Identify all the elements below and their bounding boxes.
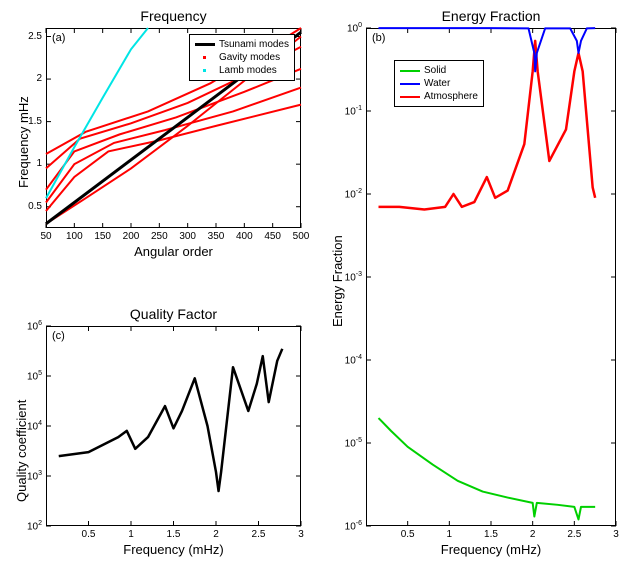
panel-c-ytick: 106	[27, 320, 42, 332]
panel-a-xtick: 400	[234, 231, 254, 242]
panel-b-ytick: 10-2	[345, 188, 362, 200]
panel-b-ytick: 10-6	[345, 520, 362, 532]
legend-label: Tsunami modes	[219, 38, 289, 51]
panel-c-xtick: 2	[206, 529, 226, 540]
legend-row-atmosphere: Atmosphere	[400, 90, 478, 103]
panel-a-xtick: 100	[64, 231, 84, 242]
legend-label: Gavity modes	[219, 51, 280, 64]
panel-c-ytick: 104	[27, 420, 42, 432]
panel-c-xtick: 1	[121, 529, 141, 540]
panel-a-xtick: 300	[178, 231, 198, 242]
panel-a-ytick: 1	[36, 158, 42, 169]
panel-a-ylabel: Frequency mHz	[16, 96, 31, 188]
legend-row-tsunami: Tsunami modes	[195, 38, 289, 51]
panel-a-legend: Tsunami modesGavity modesLamb modes	[189, 34, 295, 81]
panel-a-xtick: 350	[206, 231, 226, 242]
panel-c-xtick: 0.5	[79, 529, 99, 540]
panel-a-frequency: Frequency(a)0.511.522.550100150200250300…	[46, 28, 301, 228]
panel-c-title: Quality Factor	[46, 306, 301, 322]
legend-label: Solid	[424, 64, 446, 77]
panel-b-xtick: 2.5	[564, 529, 584, 540]
panel-a-xtick: 250	[149, 231, 169, 242]
panel-c-xtick: 2.5	[249, 529, 269, 540]
legend-label: Lamb modes	[219, 64, 277, 77]
panel-a-ytick: 2.5	[28, 31, 42, 42]
panel-b-ylabel: Energy Fraction	[330, 235, 345, 327]
panel-a-xtick: 150	[93, 231, 113, 242]
panel-b-xtick: 2	[523, 529, 543, 540]
panel-b-xtick: 0.5	[398, 529, 418, 540]
legend-dot	[195, 69, 215, 72]
panel-b-ytick: 10-4	[345, 354, 362, 366]
panel-a-title: Frequency	[46, 8, 301, 24]
panel-a-xtick: 50	[36, 231, 56, 242]
panel-a-series	[46, 28, 148, 198]
panel-b-legend: SolidWaterAtmosphere	[394, 60, 484, 107]
legend-swatch	[400, 96, 420, 98]
panel-c-ytick: 102	[27, 520, 42, 532]
panel-b-ytick: 10-5	[345, 437, 362, 449]
legend-label: Water	[424, 77, 450, 90]
panel-c-xtick: 3	[291, 529, 311, 540]
panel-b-series-solid	[379, 418, 596, 519]
panel-a-xtick: 200	[121, 231, 141, 242]
panel-b-title: Energy Fraction	[366, 8, 616, 24]
panel-b-xtick: 1	[439, 529, 459, 540]
legend-dot	[195, 56, 215, 59]
panel-c-xtick: 1.5	[164, 529, 184, 540]
legend-row-gravity: Gavity modes	[195, 51, 289, 64]
legend-swatch	[195, 43, 215, 46]
panel-a-xlabel: Angular order	[46, 244, 301, 259]
panel-c-ylabel: Quality coefficient	[14, 400, 29, 502]
panel-c-ytick: 105	[27, 370, 42, 382]
legend-row-water: Water	[400, 77, 478, 90]
panel-b-xlabel: Frequency (mHz)	[366, 542, 616, 557]
legend-row-solid: Solid	[400, 64, 478, 77]
panel-b-ytick: 10-1	[345, 105, 362, 117]
panel-b-ytick: 10-3	[345, 271, 362, 283]
legend-label: Atmosphere	[424, 90, 478, 103]
panel-c-xlabel: Frequency (mHz)	[46, 542, 301, 557]
panel-a-ytick: 2	[36, 73, 42, 84]
panel-b-ytick: 100	[347, 22, 362, 34]
panel-c-ytick: 103	[27, 470, 42, 482]
panel-b-energy: Energy Fraction(b)10-610-510-410-310-210…	[366, 28, 616, 526]
legend-swatch	[400, 83, 420, 85]
panel-c-quality: Quality Factor(c)1021031041051060.511.52…	[46, 326, 301, 526]
panel-a-xtick: 500	[291, 231, 311, 242]
panel-c-series	[59, 349, 283, 491]
panel-a-series	[46, 88, 301, 203]
legend-swatch	[400, 70, 420, 72]
legend-row-lamb: Lamb modes	[195, 64, 289, 77]
panel-a-ytick: 0.5	[28, 201, 42, 212]
panel-b-xtick: 1.5	[481, 529, 501, 540]
panel-a-xtick: 450	[263, 231, 283, 242]
panel-b-xtick: 3	[606, 529, 626, 540]
